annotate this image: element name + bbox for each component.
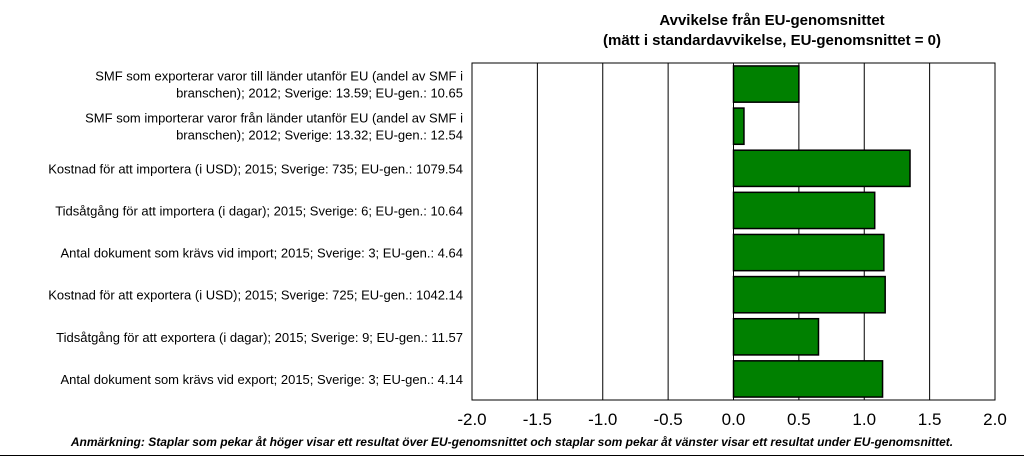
x-tick-label: 0.0 <box>722 410 746 429</box>
x-tick-label: 0.5 <box>787 410 811 429</box>
category-label: branschen); 2012; Sverige: 13.59; EU-gen… <box>176 86 463 101</box>
chart-title-line: (mätt i standardavvikelse, EU-genomsnitt… <box>603 32 941 49</box>
x-tick-label: 2.0 <box>983 410 1007 429</box>
x-tick-label: 1.0 <box>852 410 876 429</box>
category-label: Antal dokument som krävs vid import; 201… <box>61 246 463 261</box>
bar <box>732 233 885 272</box>
bar <box>732 65 800 103</box>
x-tick-label: -1.0 <box>588 410 617 429</box>
x-tick-label: 1.5 <box>918 410 942 429</box>
bar <box>732 191 876 230</box>
bar <box>732 107 745 146</box>
bar <box>732 275 886 314</box>
x-tick-label: -2.0 <box>457 410 486 429</box>
bar <box>732 317 820 356</box>
category-label: SMF som importerar varor från länder uta… <box>85 111 463 126</box>
category-label: Tidsåtgång för att importera (i dagar); … <box>55 203 463 218</box>
x-tick-label: -1.5 <box>523 410 552 429</box>
chart-title-line: Avvikelse från EU-genomsnittet <box>659 12 884 29</box>
category-label: branschen); 2012; Sverige: 13.32; EU-gen… <box>176 128 463 143</box>
bar <box>732 360 884 398</box>
category-label: SMF som exporterar varor till länder uta… <box>95 69 463 84</box>
chart-footnote: Anmärkning: Staplar som pekar åt höger v… <box>70 435 954 449</box>
category-label: Kostnad för att exportera (i USD); 2015;… <box>48 288 463 303</box>
bottom-divider <box>0 455 1024 456</box>
category-label: Antal dokument som krävs vid export; 201… <box>61 372 464 387</box>
x-tick-label: -0.5 <box>653 410 682 429</box>
category-label: Kostnad för att importera (i USD); 2015;… <box>48 161 463 176</box>
category-label: Tidsåtgång för att exportera (i dagar); … <box>56 330 463 345</box>
bar <box>732 149 911 188</box>
